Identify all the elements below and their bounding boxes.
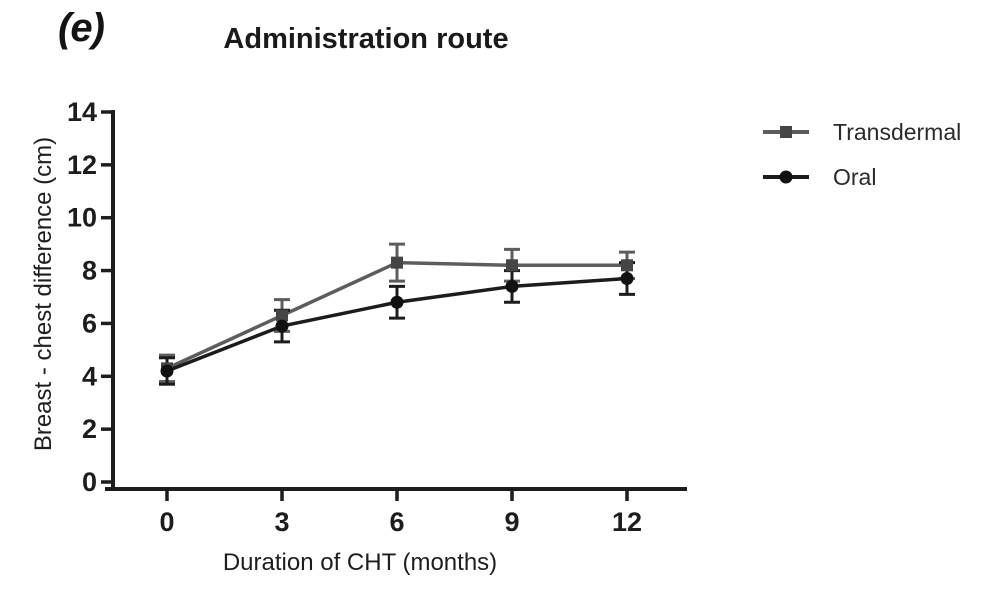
data-point-circle	[275, 319, 289, 333]
y-tick-label: 12	[67, 150, 97, 180]
legend: Transdermal Oral	[763, 117, 961, 192]
markers-oral	[160, 271, 634, 378]
x-tick-label: 3	[274, 507, 289, 537]
data-point-square	[275, 309, 288, 322]
y-tick-label: 6	[82, 308, 97, 338]
y-tick-label: 2	[82, 414, 97, 444]
x-axis-label: Duration of CHT (months)	[222, 549, 498, 576]
y-tick-label: 14	[67, 97, 97, 127]
legend-label-transdermal: Transdermal	[833, 118, 962, 145]
transdermal-square-marker-icon	[763, 126, 809, 138]
panel-label: (e)	[58, 6, 105, 50]
legend-label-oral: Oral	[833, 163, 877, 190]
y-tick-label: 8	[82, 256, 97, 286]
data-point-circle	[160, 364, 174, 378]
x-tick-label: 12	[612, 507, 642, 537]
y-tick-label: 10	[67, 203, 97, 233]
data-point-circle	[505, 279, 519, 293]
chart-title: Administration route	[223, 23, 509, 55]
oral-circle-marker-icon	[763, 170, 809, 184]
data-point-circle	[390, 295, 404, 309]
data-point-square	[505, 259, 518, 272]
axes: 0 2 4 6 8 10 12 14 0 3 6 9 12	[67, 97, 687, 537]
data-point-square	[390, 256, 403, 269]
legend-circle	[779, 170, 793, 184]
legend-item-transdermal: Transdermal	[763, 117, 961, 147]
data-point-circle	[620, 271, 634, 285]
data-point-square	[620, 259, 633, 272]
y-tick-label: 0	[82, 467, 97, 497]
legend-square	[780, 126, 792, 138]
legend-item-oral: Oral	[763, 162, 961, 192]
x-tick-label: 6	[389, 507, 404, 537]
y-tick-label: 4	[82, 361, 97, 391]
x-tick-label: 0	[159, 507, 174, 537]
x-tick-label: 9	[504, 507, 519, 537]
